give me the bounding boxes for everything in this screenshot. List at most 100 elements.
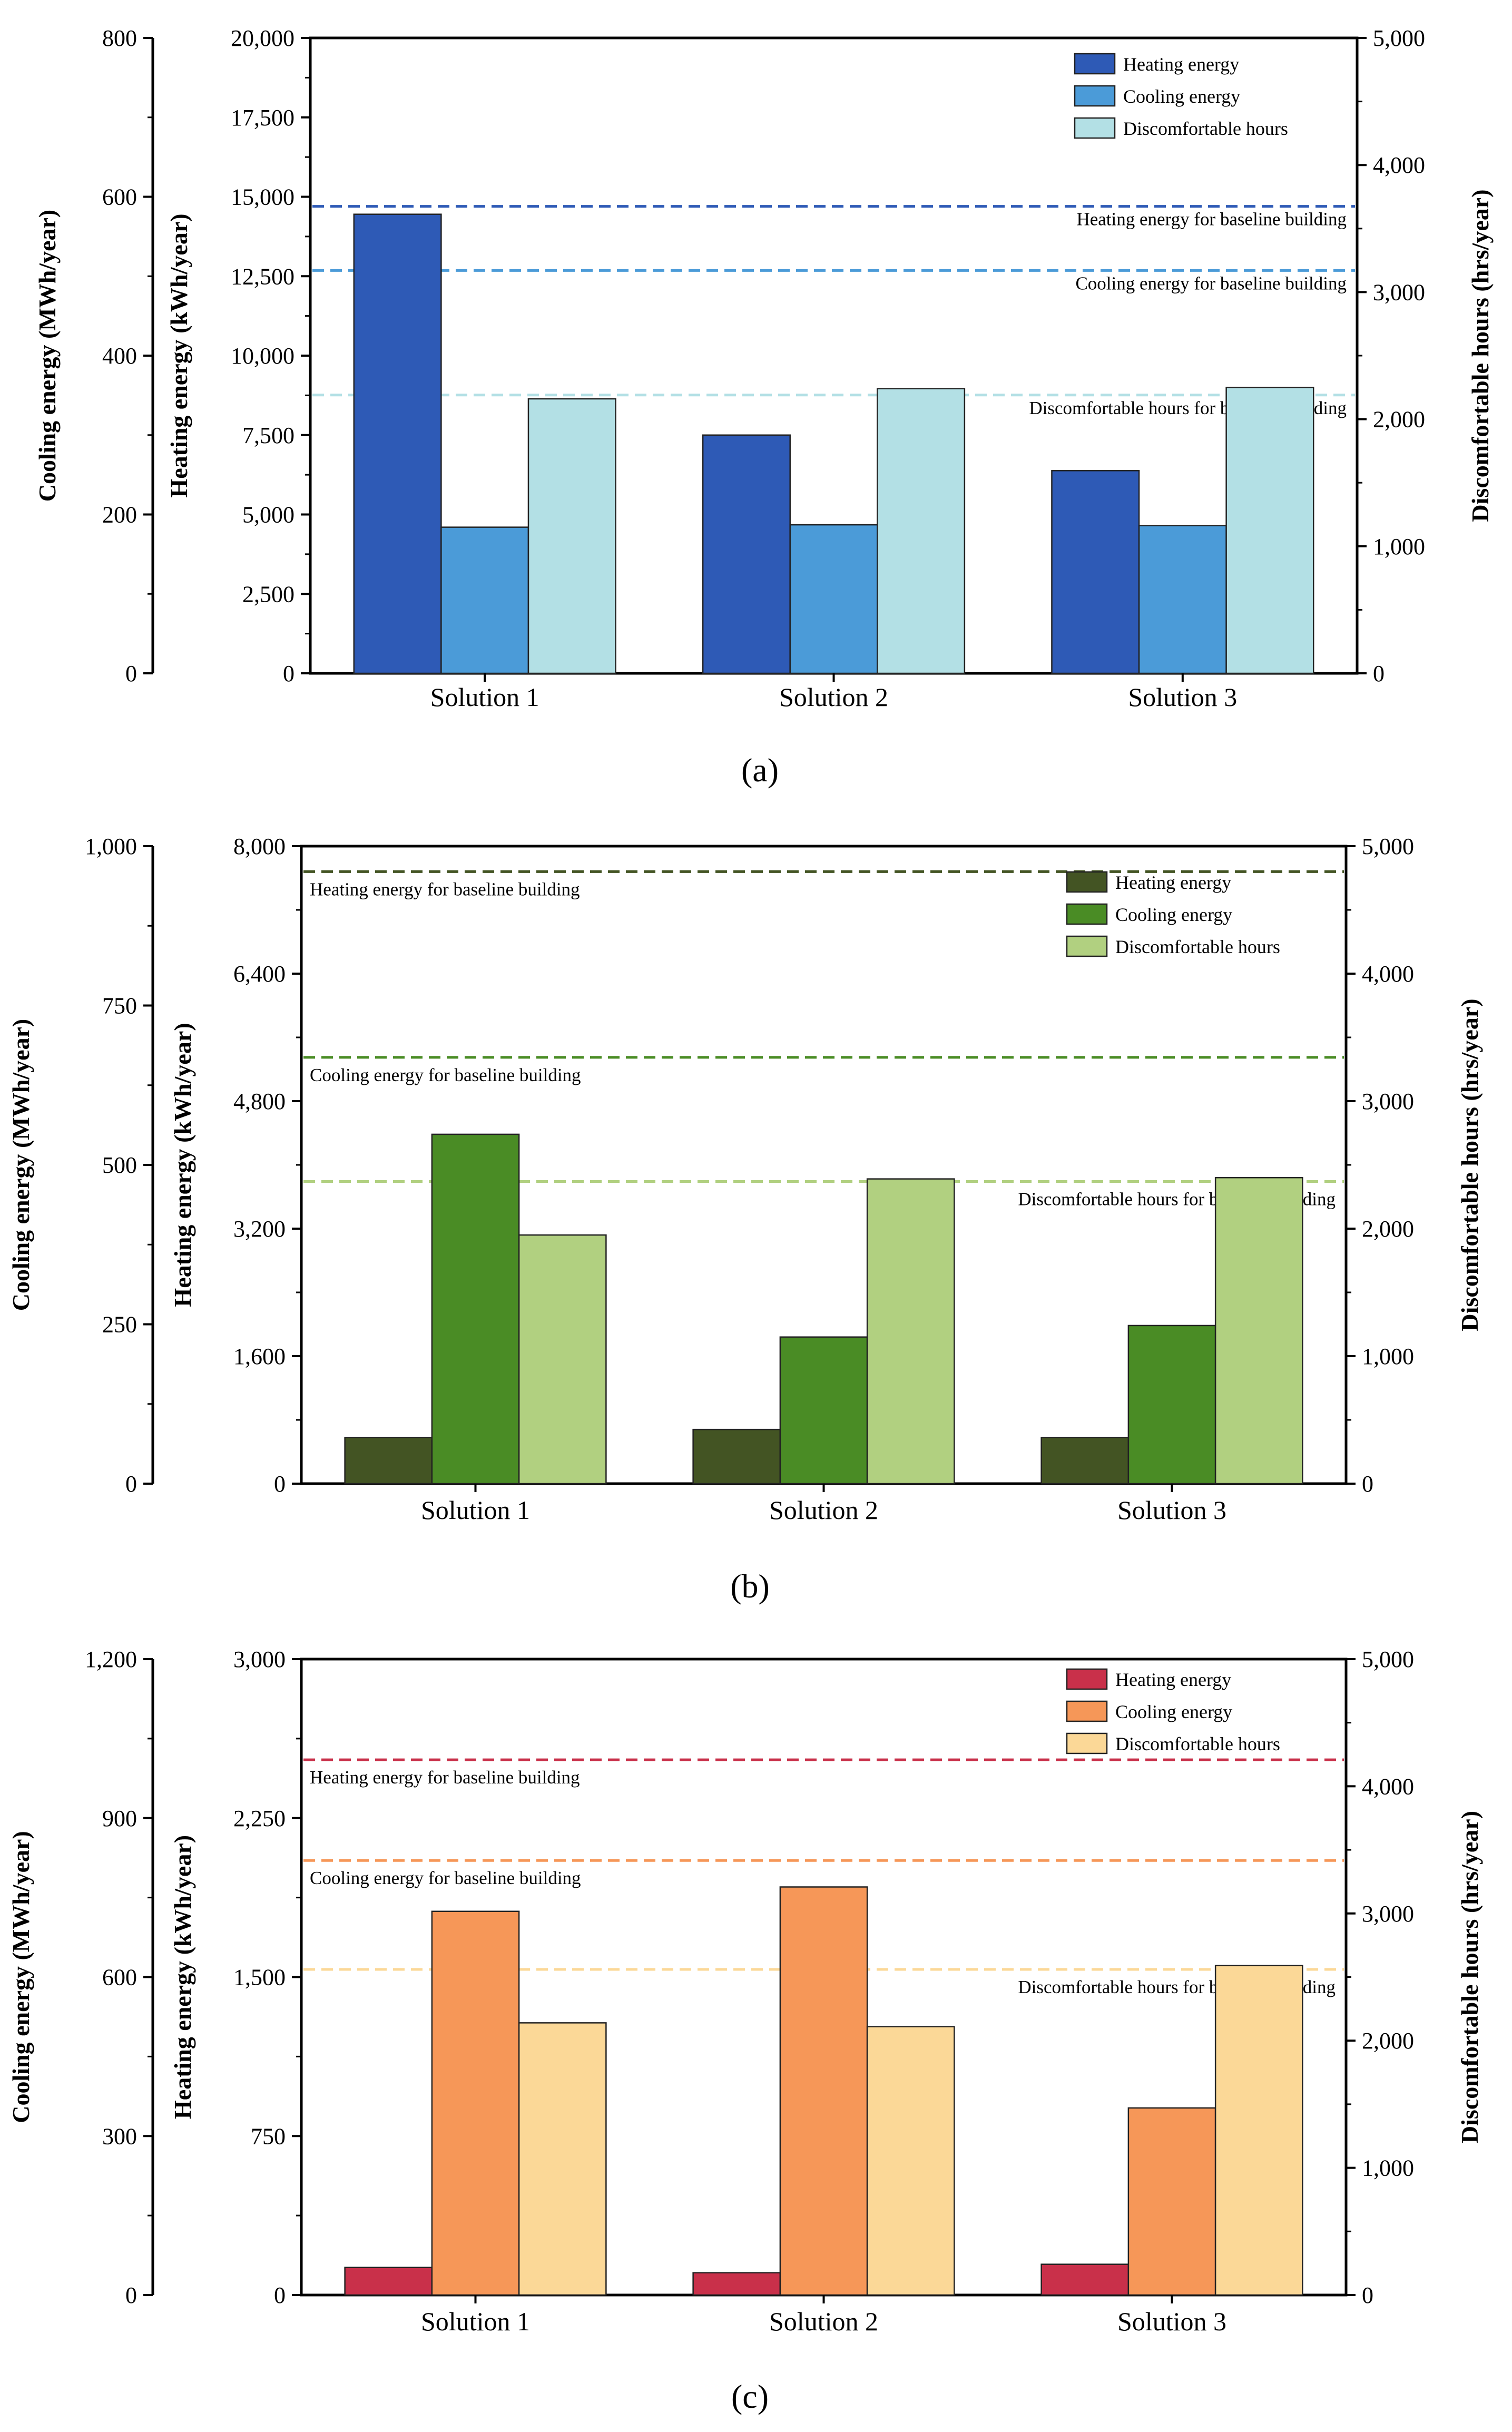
- cooling-tick-label: 600: [102, 1965, 137, 1990]
- baseline-label: Cooling energy for baseline building: [1075, 273, 1347, 293]
- legend-swatch: [1066, 903, 1108, 925]
- panel-label: (a): [741, 751, 779, 789]
- x-tick-label: Solution 3: [1117, 1495, 1226, 1525]
- baseline-label: Cooling energy for baseline building: [310, 1868, 581, 1888]
- x-tick-label: Solution 2: [769, 1495, 878, 1525]
- heating-tick-label: 0: [274, 1471, 286, 1497]
- bar: [702, 434, 791, 674]
- bar: [877, 388, 966, 674]
- cooling-axis-title: Cooling energy (MWh/year): [34, 210, 61, 502]
- heating-tick-label: 1,600: [233, 1344, 286, 1369]
- bar: [789, 524, 878, 674]
- legend-swatch: [1066, 1700, 1108, 1722]
- cooling-tick-label: 0: [125, 1471, 137, 1497]
- heating-tick-label: 1,500: [233, 1965, 286, 1990]
- cooling-tick-label: 500: [102, 1152, 137, 1178]
- cooling-tick-label: 750: [102, 993, 137, 1019]
- discomfort-tick-label: 1,000: [1362, 2155, 1414, 2181]
- chart-panel-3: Heating energy for baseline building Cool…: [7, 1646, 1483, 2415]
- legend-label: Cooling energy: [1123, 86, 1240, 107]
- legend-swatch: [1066, 935, 1108, 957]
- heating-tick-label: 15,000: [231, 184, 294, 210]
- discomfort-tick-label: 3,000: [1362, 1901, 1414, 1927]
- discomfort-tick-label: 0: [1362, 2282, 1373, 2308]
- bar: [779, 1886, 868, 2296]
- bar: [1127, 2107, 1216, 2296]
- bar: [866, 1178, 955, 1485]
- heating-tick-label: 2,250: [233, 1806, 286, 1831]
- bar: [518, 1234, 607, 1485]
- heating-tick-label: 3,200: [233, 1216, 286, 1242]
- heating-tick-label: 6,400: [233, 961, 286, 987]
- bar: [779, 1336, 868, 1485]
- bar: [431, 1910, 520, 2296]
- bar: [1225, 387, 1314, 674]
- discomfort-tick-label: 4,000: [1362, 1773, 1414, 1799]
- heating-tick-label: 3,000: [233, 1646, 286, 1672]
- legend-swatch: [1066, 1668, 1108, 1690]
- discomfort-axis-title: Discomfortable hours (hrs/year): [1467, 189, 1494, 522]
- legend-swatch: [1074, 53, 1116, 75]
- legend-swatch: [1066, 1732, 1108, 1754]
- heating-tick-label: 5,000: [242, 502, 294, 528]
- bar: [1214, 1965, 1303, 2296]
- cooling-tick-label: 250: [102, 1312, 137, 1338]
- heating-tick-label: 4,800: [233, 1088, 286, 1114]
- discomfort-tick-label: 5,000: [1362, 833, 1414, 859]
- legend: Heating energy Cooling energy Discomfortab…: [1074, 53, 1288, 139]
- legend-label: Heating energy: [1115, 872, 1231, 893]
- bar: [1127, 1325, 1216, 1485]
- bar: [1040, 2263, 1130, 2296]
- discomfort-tick-label: 4,000: [1373, 152, 1425, 178]
- x-tick-label: Solution 3: [1117, 2307, 1226, 2336]
- heating-tick-label: 17,500: [231, 105, 294, 131]
- discomfort-tick-label: 0: [1362, 1471, 1373, 1497]
- bar: [518, 2022, 607, 2296]
- bar: [353, 213, 442, 674]
- bar: [1214, 1176, 1303, 1485]
- bar: [692, 1428, 781, 1485]
- legend-swatch: [1074, 117, 1116, 139]
- cooling-tick-label: 600: [102, 184, 137, 210]
- bar: [527, 398, 616, 674]
- discomfort-tick-label: 1,000: [1373, 534, 1425, 560]
- discomfort-tick-label: 4,000: [1362, 961, 1414, 987]
- legend: Heating energy Cooling energy Discomfortab…: [1066, 871, 1280, 957]
- panel-label: (c): [731, 2378, 769, 2415]
- discomfort-tick-label: 2,000: [1373, 407, 1425, 433]
- heating-axis-title: Heating energy (kWh/year): [165, 213, 192, 497]
- heating-tick-label: 0: [274, 2282, 286, 2308]
- baseline-label: Heating energy for baseline building: [310, 879, 580, 899]
- cooling-tick-label: 900: [102, 1806, 137, 1831]
- heating-tick-label: 2,500: [242, 581, 294, 607]
- panel-label: (b): [730, 1567, 770, 1605]
- cooling-tick-label: 800: [102, 25, 137, 51]
- bar: [1138, 525, 1227, 674]
- discomfort-tick-label: 5,000: [1373, 25, 1425, 51]
- cooling-tick-label: 200: [102, 502, 137, 528]
- heating-tick-label: 12,500: [231, 263, 294, 289]
- cooling-axis-title: Cooling energy (MWh/year): [7, 1019, 34, 1311]
- legend-swatch: [1066, 871, 1108, 893]
- bar: [692, 2272, 781, 2296]
- cooling-tick-label: 300: [102, 2123, 137, 2149]
- bar: [1040, 1437, 1130, 1485]
- heating-tick-label: 10,000: [231, 343, 294, 369]
- bar: [1051, 470, 1140, 674]
- discomfort-axis-title: Discomfortable hours (hrs/year): [1456, 1811, 1483, 2143]
- heating-axis-title: Heating energy (kWh/year): [169, 1835, 196, 2119]
- legend-swatch: [1074, 85, 1116, 107]
- heating-tick-label: 750: [251, 2123, 286, 2149]
- cooling-tick-label: 0: [125, 661, 137, 687]
- discomfort-tick-label: 2,000: [1362, 2028, 1414, 2054]
- discomfort-axis-title: Discomfortable hours (hrs/year): [1456, 998, 1483, 1331]
- chart-panel-2: Heating energy for baseline building Cool…: [7, 833, 1483, 1605]
- bar: [440, 526, 529, 674]
- discomfort-tick-label: 5,000: [1362, 1646, 1414, 1672]
- x-tick-label: Solution 1: [430, 682, 539, 712]
- heating-tick-label: 0: [283, 661, 294, 687]
- x-tick-label: Solution 3: [1128, 682, 1237, 712]
- bar: [344, 2267, 433, 2296]
- x-tick-label: Solution 1: [421, 1495, 530, 1525]
